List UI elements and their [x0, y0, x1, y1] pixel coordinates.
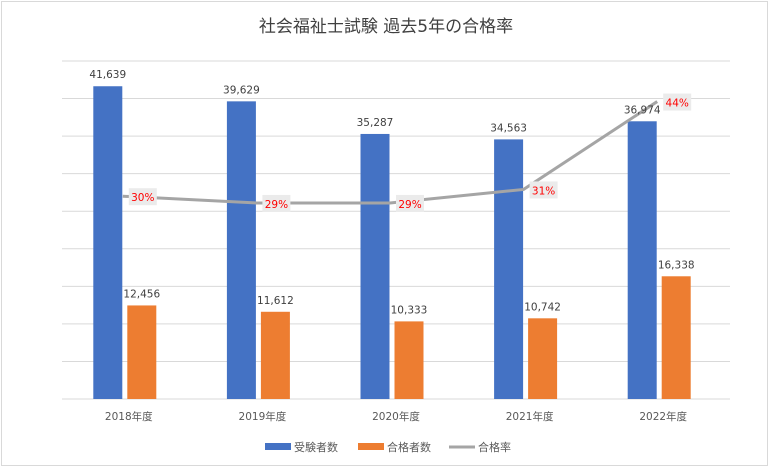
bar-examinees [360, 133, 390, 399]
pass-rate-label: 29% [398, 199, 421, 211]
legend-label: 受験者数 [294, 440, 338, 454]
bar-passers [127, 305, 157, 399]
bar-examinees [226, 101, 256, 400]
bar-examinees [494, 139, 524, 399]
bar-examinees [93, 86, 123, 399]
x-tick-label: 2020年度 [372, 410, 420, 423]
data-label: 35,287 [357, 117, 394, 129]
data-label: 34,563 [490, 122, 527, 134]
pass-rate-label-bg [663, 93, 692, 111]
legend-swatch [358, 443, 384, 450]
x-tick-label: 2018年度 [105, 410, 153, 423]
bar-passers [260, 311, 290, 399]
data-label: 39,629 [223, 84, 260, 96]
data-label: 10,742 [524, 301, 561, 313]
x-tick-label: 2021年度 [506, 410, 554, 423]
chart-title: 社会福祉士試験 過去5年の合格率 [259, 17, 513, 37]
x-tick-label: 2022年度 [639, 410, 687, 423]
legend-swatch [265, 443, 291, 450]
legend-label: 合格率 [478, 440, 511, 454]
data-label: 10,333 [391, 304, 428, 316]
pass-rate-line [122, 100, 659, 205]
pass-rate-label-bg [529, 181, 558, 199]
bar-passers [661, 276, 691, 399]
data-label: 12,456 [123, 288, 160, 300]
x-tick-label: 2019年度 [239, 410, 287, 423]
pass-rate-label: 31% [532, 185, 555, 197]
pass-rate-label-bg [262, 194, 291, 212]
data-label: 11,612 [257, 295, 294, 307]
data-label: 41,639 [89, 69, 126, 81]
legend-label: 合格者数 [387, 440, 431, 454]
pass-rate-label-bg [396, 194, 424, 212]
pass-rate-label: 30% [131, 192, 154, 204]
bar-passers [528, 318, 558, 399]
pass-rate-label: 44% [666, 98, 689, 110]
bar-passers [394, 321, 424, 399]
pass-rate-label: 29% [265, 199, 288, 211]
pass-rate-label-bg [128, 188, 157, 206]
data-label: 36,974 [624, 104, 661, 116]
bar-examinees [627, 121, 657, 399]
data-label: 16,338 [658, 259, 695, 271]
